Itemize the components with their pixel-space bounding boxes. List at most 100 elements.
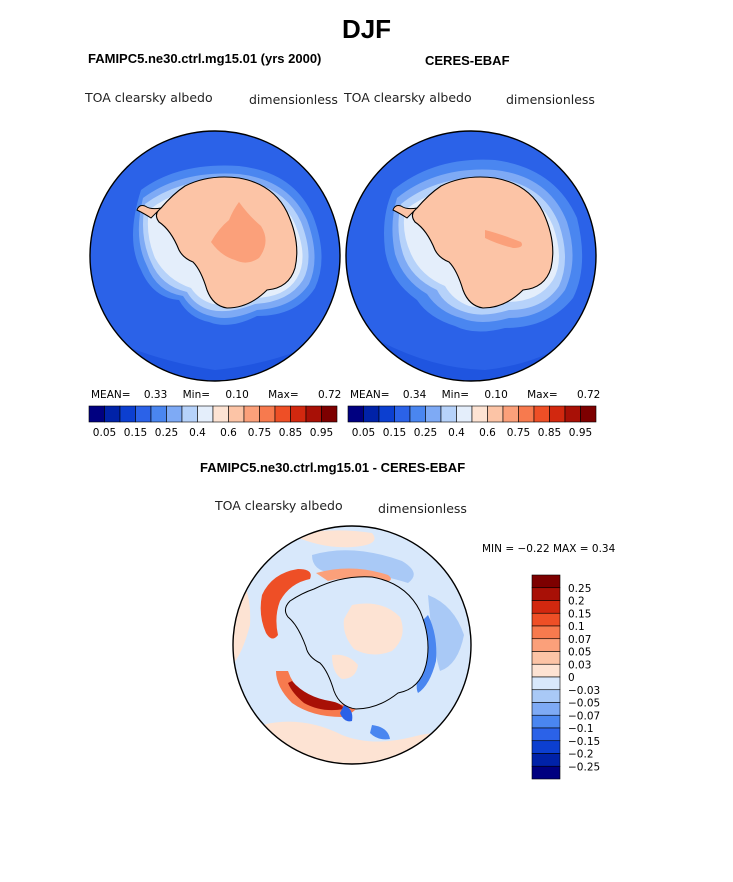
negative-patch-east xyxy=(428,595,464,671)
difference-colorbar-swatch-5 xyxy=(531,638,561,652)
difference-colorbar-swatch-1 xyxy=(531,587,561,601)
model-colorbar-tick-label: 0.85 xyxy=(279,427,302,439)
panel-3-variable: TOA clearsky albedo xyxy=(215,498,343,513)
difference-colorbar-tick-label: 0.2 xyxy=(568,596,585,608)
observed-colorbar-swatch-14 xyxy=(564,405,581,423)
antarctica-land xyxy=(411,176,554,309)
model-colorbar: 0.05 0.15 0.25 0.4 0.6 0.75 0.85 0.95 xyxy=(88,405,338,439)
map-3-border xyxy=(232,525,472,765)
observed-colorbar-tick-label: 0.85 xyxy=(538,427,561,439)
model-colorbar-swatch-5 xyxy=(166,405,183,423)
panel-2-title: CERES-EBAF xyxy=(425,53,510,68)
model-colorbar-tick-label: 0.95 xyxy=(310,427,333,439)
blue-patch-southeast xyxy=(370,725,390,740)
dark-red-core xyxy=(288,681,344,711)
observed-colorbar-swatch-10 xyxy=(502,405,519,423)
panel-2-variable: TOA clearsky albedo xyxy=(344,90,472,105)
difference-colorbar-swatch-2 xyxy=(531,600,561,614)
panel-2-units: dimensionless xyxy=(506,92,595,107)
observed-colorbar-swatch-12 xyxy=(533,405,550,423)
peninsula-ice xyxy=(392,205,419,219)
figure-title: DJF xyxy=(341,14,392,44)
difference-colorbar-tick-label: −0.25 xyxy=(568,761,600,773)
model-colorbar-swatch-1 xyxy=(104,405,121,423)
observed-colorbar-swatch-13 xyxy=(549,405,566,423)
map-1-border xyxy=(89,130,341,382)
difference-colorbar-swatch-3 xyxy=(531,612,561,627)
observed-colorbar-tick-label: 0.05 xyxy=(352,427,375,439)
difference-colorbar-tick-label: 0.07 xyxy=(568,634,591,646)
panel-3-title: FAMIPC5.ne30.ctrl.mg15.01 - CERES-EBAF xyxy=(200,460,466,475)
model-colorbar-swatch-8 xyxy=(212,405,229,423)
observed-colorbar-swatch-2 xyxy=(378,405,395,423)
difference-colorbar-swatch-9 xyxy=(531,689,561,703)
land-positive-patch xyxy=(343,603,403,655)
difference-colorbar-tick-label: −0.1 xyxy=(568,723,594,735)
model-colorbar-tick-label: 0.4 xyxy=(189,427,206,439)
model-colorbar-swatch-9 xyxy=(228,405,245,423)
observed-colorbar-swatch-8 xyxy=(471,405,488,423)
difference-colorbar-swatch-4 xyxy=(531,625,561,640)
observed-colorbar: 0.05 0.15 0.25 0.4 0.6 0.75 0.85 0.95 xyxy=(347,405,597,439)
difference-colorbar-tick-label: 0 xyxy=(568,672,575,684)
observed-colorbar-tick-label: 0.6 xyxy=(479,427,496,439)
model-colorbar-swatch-7 xyxy=(197,405,214,423)
plateau-streak xyxy=(485,230,522,248)
difference-colorbar-swatch-8 xyxy=(531,676,561,691)
model-colorbar-tick-label: 0.25 xyxy=(155,427,178,439)
observed-colorbar-swatch-4 xyxy=(409,405,426,423)
difference-colorbar-tick-label: 0.25 xyxy=(568,583,591,595)
model-colorbar-swatch-15 xyxy=(321,405,338,423)
observed-colorbar-tick-label: 0.4 xyxy=(448,427,465,439)
observed-colorbar-swatch-7 xyxy=(456,405,473,423)
difference-colorbar-swatch-11 xyxy=(531,714,561,729)
model-colorbar-swatch-4 xyxy=(150,405,167,423)
model-colorbar-swatch-2 xyxy=(119,405,136,423)
difference-colorbar-swatch-15 xyxy=(531,765,561,780)
difference-colorbar-swatch-6 xyxy=(531,651,561,665)
observed-colorbar-tick-label: 0.75 xyxy=(507,427,530,439)
difference-colorbar-tick-label: −0.2 xyxy=(568,749,594,761)
difference-map xyxy=(232,525,472,765)
model-colorbar-swatch-14 xyxy=(305,405,322,423)
difference-colorbar-swatch-12 xyxy=(531,727,561,742)
difference-colorbar-tick-label: 0.05 xyxy=(568,647,591,659)
observed-colorbar-tick-label: 0.15 xyxy=(383,427,406,439)
model-colorbar-swatch-12 xyxy=(274,405,291,423)
observed-albedo-map xyxy=(345,130,597,382)
difference-colorbar-tick-label: 0.03 xyxy=(568,659,591,671)
observed-colorbar-swatch-6 xyxy=(440,405,457,423)
negative-patch-northeast xyxy=(312,550,414,583)
blue-patch-south xyxy=(340,705,353,722)
observed-colorbar-tick-label: 0.95 xyxy=(569,427,592,439)
panel-1-units: dimensionless xyxy=(249,92,338,107)
observed-colorbar-swatch-5 xyxy=(425,405,442,423)
observed-colorbar-swatch-1 xyxy=(363,405,380,423)
observed-colorbar-swatch-0 xyxy=(347,405,364,423)
panel-3-stats: MIN = −0.22 MAX = 0.34 xyxy=(482,543,616,555)
model-albedo-map xyxy=(89,130,341,382)
difference-colorbar-tick-label: 0.15 xyxy=(568,608,591,620)
difference-colorbar-tick-label: −0.05 xyxy=(568,698,600,710)
model-colorbar-swatch-0 xyxy=(88,405,105,423)
model-colorbar-tick-label: 0.75 xyxy=(248,427,271,439)
model-colorbar-swatch-10 xyxy=(243,405,260,423)
map-2-border xyxy=(345,130,597,382)
model-colorbar-tick-label: 0.6 xyxy=(220,427,237,439)
panel-3-units: dimensionless xyxy=(378,501,467,516)
difference-colorbar-tick-label: −0.07 xyxy=(568,710,600,722)
difference-colorbar: 0.250.20.150.10.070.050.030−0.03−0.05−0.… xyxy=(531,574,600,780)
model-colorbar-swatch-6 xyxy=(181,405,198,423)
model-colorbar-swatch-3 xyxy=(135,405,152,423)
land-positive-patch-2 xyxy=(332,654,358,679)
observed-colorbar-tick-label: 0.25 xyxy=(414,427,437,439)
panel-2-stats: MEAN= 0.34 Min= 0.10 Max= 0.72 xyxy=(350,389,601,401)
difference-colorbar-swatch-13 xyxy=(531,740,561,754)
model-colorbar-swatch-11 xyxy=(259,405,276,423)
panel-1-stats: MEAN= 0.33 Min= 0.10 Max= 0.72 xyxy=(91,389,342,401)
difference-colorbar-swatch-14 xyxy=(531,753,561,767)
panel-1-variable: TOA clearsky albedo xyxy=(85,90,213,105)
panel-1-title: FAMIPC5.ne30.ctrl.mg15.01 (yrs 2000) xyxy=(88,51,322,66)
difference-colorbar-tick-label: −0.15 xyxy=(568,736,600,748)
model-colorbar-tick-label: 0.05 xyxy=(93,427,116,439)
